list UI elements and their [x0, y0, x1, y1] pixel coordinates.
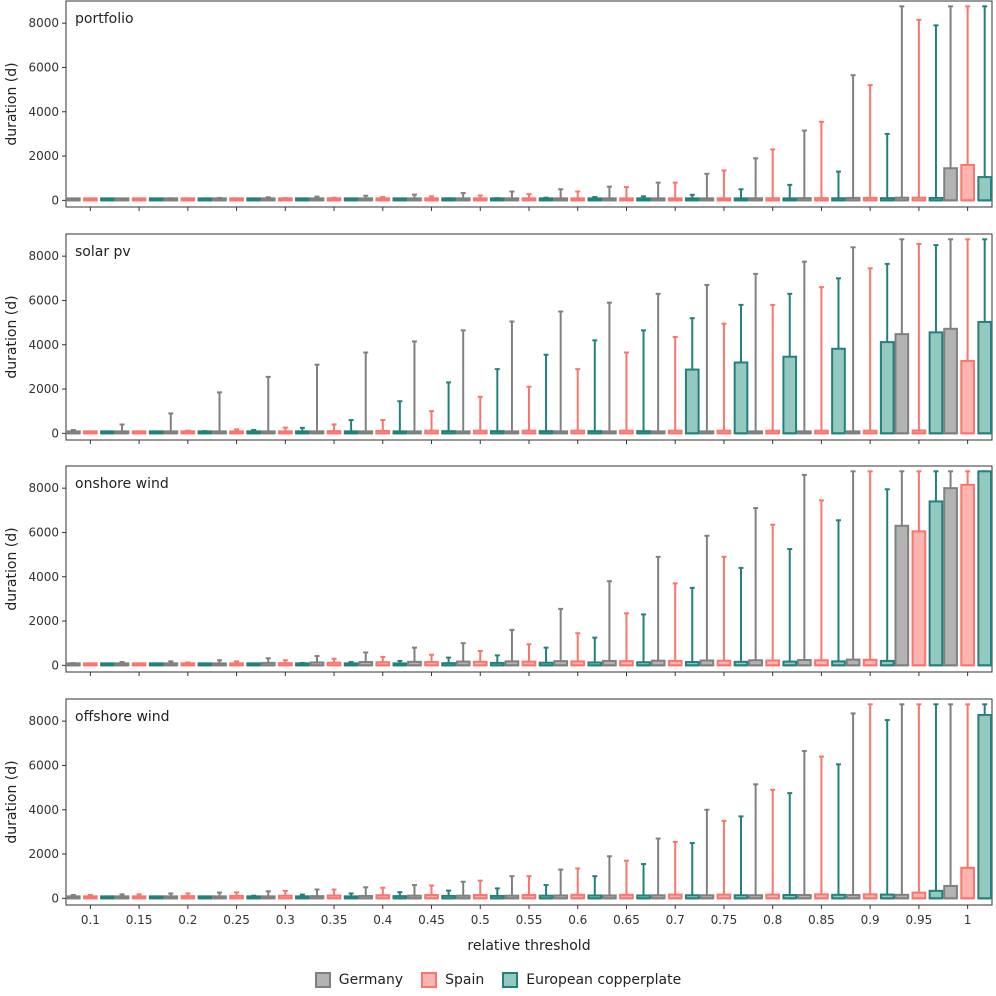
x-tick-label: 0.95 — [906, 913, 933, 927]
box-european-copperplate — [928, 889, 944, 900]
y-tick-label: 4000 — [28, 105, 59, 119]
box-european-copperplate — [831, 347, 846, 435]
y-tick-label: 0 — [51, 426, 59, 440]
box-european-copperplate — [977, 713, 993, 900]
box-european-copperplate — [879, 341, 895, 435]
y-axis-title: duration (d) — [4, 527, 20, 610]
x-axis-title: relative threshold — [467, 938, 591, 954]
x-tick-label: 0.5 — [471, 913, 490, 927]
box-spain — [960, 483, 975, 667]
x-tick-label: 0.3 — [276, 913, 295, 927]
box-european-copperplate — [977, 176, 993, 202]
y-axis-title: duration (d) — [4, 760, 20, 843]
box-spain — [960, 163, 975, 202]
y-tick-label: 2000 — [28, 847, 59, 861]
y-tick-label: 8000 — [28, 481, 59, 495]
y-tick-label: 0 — [51, 658, 59, 672]
legend-item-germany: Germany — [314, 972, 404, 988]
x-tick-label: 0.25 — [223, 913, 250, 927]
x-tick-label: 0.8 — [763, 913, 782, 927]
y-axis-title: duration (d) — [4, 62, 20, 145]
box-spain — [960, 359, 975, 435]
y-tick-label: 4000 — [28, 803, 59, 817]
x-tick-label: 0.65 — [613, 913, 640, 927]
x-tick-label: 0.2 — [178, 913, 197, 927]
box-germany — [943, 167, 958, 202]
y-tick-label: 8000 — [28, 16, 59, 30]
box-spain — [960, 866, 975, 900]
box-european-copperplate — [684, 368, 700, 435]
x-tick-label: 0.35 — [321, 913, 348, 927]
box-european-copperplate — [928, 500, 944, 667]
x-tick-label: 0.9 — [861, 913, 880, 927]
panel-title: onshore wind — [75, 476, 169, 492]
x-tick-label: 0.4 — [373, 913, 392, 927]
box-european-copperplate — [782, 355, 798, 435]
legend-item-spain: Spain — [421, 972, 484, 988]
y-tick-label: 6000 — [28, 758, 59, 772]
legend-label-european-copperplate: European copperplate — [526, 972, 682, 988]
y-tick-label: 4000 — [28, 338, 59, 352]
legend-item-european-copperplate: European copperplate — [502, 972, 681, 988]
y-tick-label: 8000 — [28, 714, 59, 728]
box-european-copperplate — [733, 361, 749, 435]
box-germany — [943, 884, 958, 900]
x-tick-label: 0.15 — [126, 913, 153, 927]
panel-title: offshore wind — [75, 709, 170, 725]
legend: Germany Spain European copperplate — [0, 968, 996, 992]
y-tick-label: 0 — [51, 193, 59, 207]
x-tick-label: 0.6 — [568, 913, 587, 927]
y-axis-title: duration (d) — [4, 295, 20, 378]
box-germany — [894, 524, 910, 667]
legend-swatch-european-copperplate — [502, 972, 519, 988]
box-germany — [943, 327, 958, 435]
legend-label-germany: Germany — [338, 972, 404, 988]
box-european-copperplate — [977, 320, 993, 435]
y-tick-label: 8000 — [28, 249, 59, 263]
y-tick-label: 0 — [51, 891, 59, 905]
panel-title: solar pv — [75, 244, 131, 260]
box-germany — [894, 333, 910, 435]
y-tick-label: 2000 — [28, 614, 59, 628]
box-germany — [943, 487, 958, 667]
x-tick-label: 0.7 — [666, 913, 685, 927]
y-tick-label: 2000 — [28, 382, 59, 396]
x-tick-label: 0.1 — [81, 913, 100, 927]
y-tick-label: 6000 — [28, 293, 59, 307]
x-tick-label: 1 — [964, 913, 972, 927]
x-tick-label: 0.45 — [418, 913, 445, 927]
x-tick-label: 0.85 — [808, 913, 835, 927]
y-tick-label: 2000 — [28, 149, 59, 163]
x-tick-label: 0.55 — [516, 913, 543, 927]
panel-title: portfolio — [75, 11, 134, 27]
y-tick-label: 6000 — [28, 60, 59, 74]
y-tick-label: 4000 — [28, 570, 59, 584]
y-tick-label: 6000 — [28, 525, 59, 539]
legend-label-spain: Spain — [445, 972, 485, 988]
legend-swatch-spain — [421, 972, 438, 988]
box-spain — [911, 530, 927, 667]
x-tick-label: 0.75 — [711, 913, 738, 927]
box-european-copperplate — [928, 331, 944, 435]
box-european-copperplate — [977, 470, 993, 667]
legend-swatch-germany — [314, 972, 331, 988]
